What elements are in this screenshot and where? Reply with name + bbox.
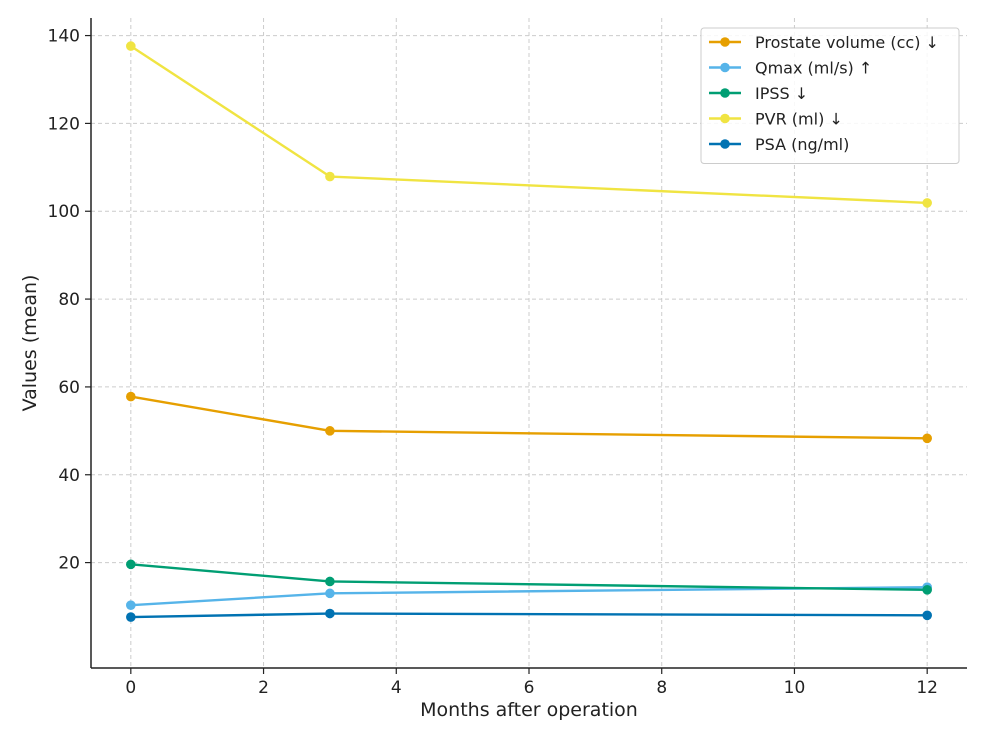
legend-item-2: IPSS ↓ bbox=[709, 84, 808, 103]
x-tick-label-6: 12 bbox=[916, 678, 938, 698]
data-point-0-2 bbox=[922, 433, 932, 444]
y-tick-label-3: 80 bbox=[58, 290, 80, 310]
data-point-3-0 bbox=[126, 41, 136, 51]
series-4 bbox=[126, 608, 932, 622]
y-tick-label-1: 40 bbox=[58, 466, 80, 486]
legend-swatch-marker-2 bbox=[720, 88, 730, 98]
legend-label-4: PSA (ng/ml) bbox=[755, 135, 849, 154]
data-point-4-2 bbox=[922, 610, 932, 621]
legend-label-0: Prostate volume (cc) ↓ bbox=[755, 33, 939, 52]
legend: Prostate volume (cc) ↓ Qmax (ml/s) ↑ IPSS … bbox=[700, 27, 960, 164]
data-point-3-2 bbox=[922, 198, 932, 208]
tick-labels: 0 2 4 6 8 10 12 20 40 60 80 100 120 140 bbox=[48, 27, 938, 698]
y-tick-label-5: 120 bbox=[48, 114, 80, 134]
data-point-4-0 bbox=[126, 612, 136, 622]
data-point-1-0 bbox=[126, 600, 136, 610]
x-axis-label: Months after operation bbox=[420, 699, 638, 721]
x-tick-label-0: 0 bbox=[125, 678, 136, 698]
data-point-4-1 bbox=[325, 608, 335, 619]
y-tick-label-2: 60 bbox=[58, 378, 80, 398]
series-3 bbox=[126, 41, 932, 208]
y-tick-label-0: 20 bbox=[58, 554, 80, 574]
series-layer bbox=[126, 41, 932, 622]
x-tick-label-1: 2 bbox=[258, 678, 269, 698]
data-point-2-0 bbox=[126, 559, 136, 570]
legend-item-3: PVR (ml) ↓ bbox=[709, 110, 843, 129]
data-point-2-1 bbox=[325, 576, 335, 587]
axes bbox=[85, 18, 967, 674]
legend-label-3: PVR (ml) ↓ bbox=[755, 110, 843, 129]
legend-label-2: IPSS ↓ bbox=[755, 84, 808, 103]
x-tick-label-2: 4 bbox=[391, 678, 402, 698]
data-point-2-2 bbox=[922, 585, 932, 595]
legend-item-4: PSA (ng/ml) bbox=[709, 135, 849, 154]
series-0 bbox=[126, 391, 932, 444]
series-2 bbox=[126, 559, 932, 595]
y-tick-label-6: 140 bbox=[48, 27, 80, 47]
data-point-3-1 bbox=[325, 171, 335, 182]
x-tick-label-5: 10 bbox=[784, 678, 806, 698]
legend-label-1: Qmax (ml/s) ↑ bbox=[755, 59, 872, 78]
legend-swatch-marker-0 bbox=[720, 37, 730, 47]
data-point-0-1 bbox=[325, 426, 335, 436]
x-tick-label-4: 8 bbox=[656, 678, 667, 698]
legend-item-0: Prostate volume (cc) ↓ bbox=[709, 33, 939, 52]
legend-item-1: Qmax (ml/s) ↑ bbox=[709, 59, 872, 78]
y-tick-label-4: 100 bbox=[48, 202, 80, 222]
y-axis-label: Values (mean) bbox=[19, 275, 41, 412]
legend-box bbox=[700, 27, 960, 164]
legend-swatch-marker-4 bbox=[720, 139, 730, 149]
data-point-1-1 bbox=[325, 588, 335, 599]
legend-swatch-marker-1 bbox=[720, 62, 730, 73]
x-tick-label-3: 6 bbox=[524, 678, 535, 698]
legend-swatch-marker-3 bbox=[720, 113, 730, 124]
data-point-0-0 bbox=[126, 391, 136, 402]
